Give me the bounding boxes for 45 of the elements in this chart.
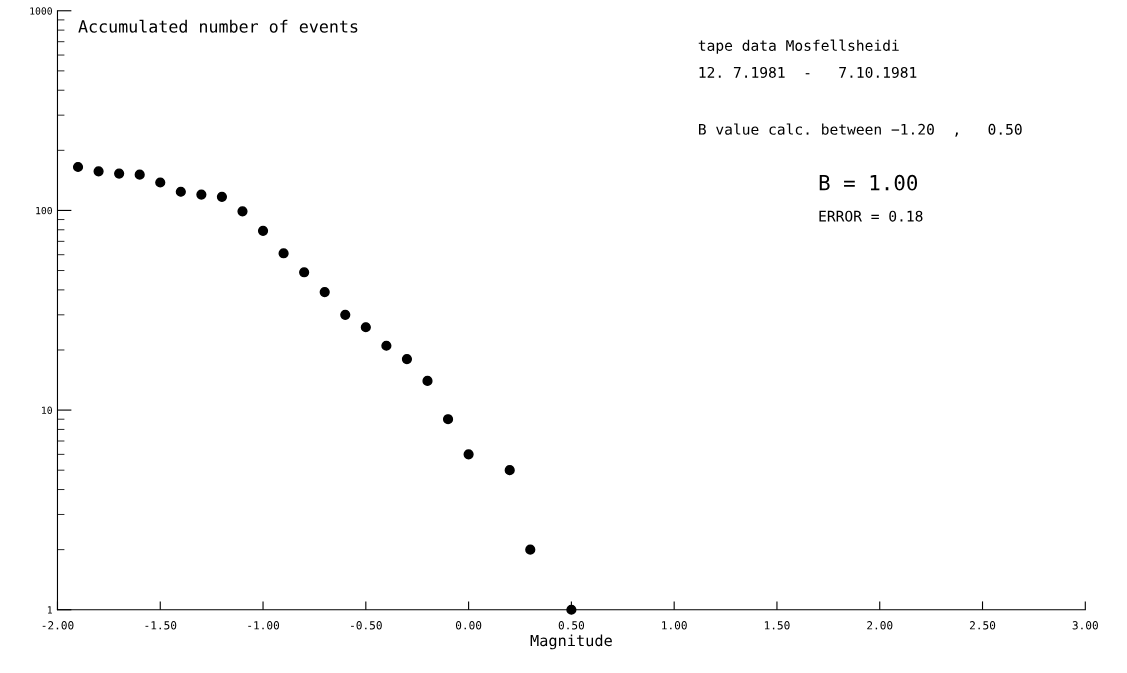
annotation: 12. 7.1981 - 7.10.1981 <box>699 66 917 78</box>
point <box>175 186 186 197</box>
point <box>134 169 145 180</box>
x-tick-label: 1.00 <box>662 621 687 630</box>
x-tick-label: 0.00 <box>455 621 482 630</box>
point <box>401 354 413 365</box>
point <box>216 191 228 202</box>
point <box>422 375 433 386</box>
y-tick-label: 1000 <box>30 7 52 15</box>
x-tick-label: -0.50 <box>351 621 382 630</box>
y-tick-label: 1 <box>47 606 52 614</box>
x-tick-label: 2.50 <box>969 621 996 630</box>
point <box>93 166 104 177</box>
annotation: B value calc. between −1.20 , 0.50 <box>698 123 1022 137</box>
x-tick-label: 2.00 <box>867 621 893 630</box>
x-tick-label: 0.50 <box>558 621 585 630</box>
x-tick-label: -1.00 <box>248 621 280 630</box>
annotation: B = 1.00 <box>819 174 918 191</box>
point <box>319 286 330 298</box>
point <box>299 267 310 278</box>
point <box>463 449 474 460</box>
point <box>114 168 125 179</box>
x-tick-label: -1.50 <box>145 621 177 630</box>
point <box>381 340 392 351</box>
x-tick-label: 3.00 <box>1072 621 1098 630</box>
point <box>340 309 351 320</box>
y-tick-label: 100 <box>36 206 52 215</box>
point <box>72 161 84 173</box>
point <box>196 189 207 200</box>
y-tick-label: 10 <box>42 406 52 414</box>
annotation: ERROR = 0.18 <box>819 210 923 222</box>
x-axis-title: Magnitude <box>530 634 612 650</box>
point <box>566 604 577 615</box>
annotation: tape data Mosfellsheidi <box>698 39 899 54</box>
point <box>155 177 166 188</box>
point <box>257 225 269 236</box>
point <box>525 544 536 555</box>
point <box>237 206 248 217</box>
point <box>278 248 289 259</box>
x-tick-label: -2.00 <box>42 621 74 630</box>
point <box>504 465 515 476</box>
point <box>442 414 454 425</box>
x-tick-label: 1.50 <box>764 621 790 630</box>
point <box>360 322 371 333</box>
chart-title: Accumulated number of events <box>78 19 358 33</box>
